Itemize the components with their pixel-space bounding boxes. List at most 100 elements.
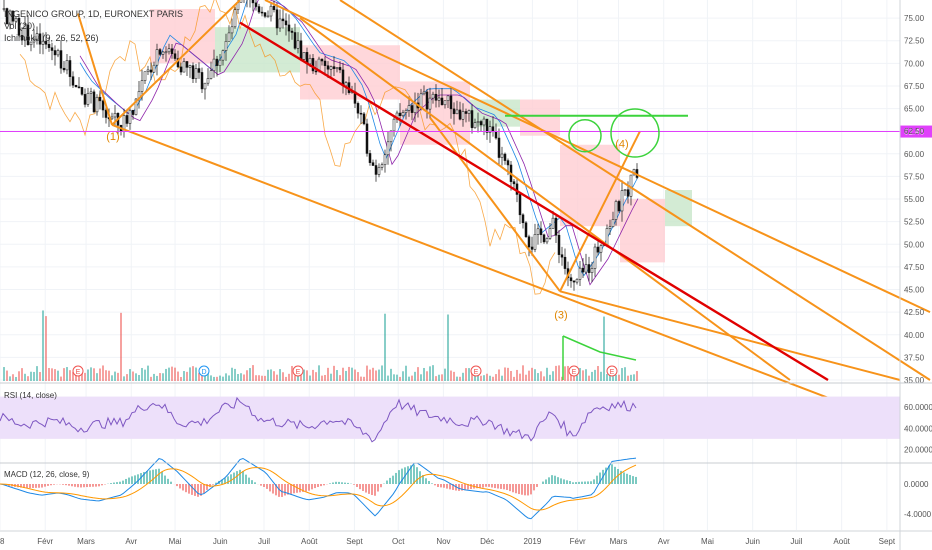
macd-histogram-bar: [557, 477, 559, 484]
candle-body: [338, 67, 342, 71]
candle-body: [326, 65, 330, 70]
macd-histogram-bar: [176, 484, 178, 487]
candle-body: [410, 105, 414, 113]
macd-histogram-bar: [353, 484, 355, 485]
macd-histogram-bar: [545, 479, 547, 484]
macd-histogram-bar: [305, 484, 307, 492]
volume-bar: [174, 367, 176, 381]
volume-bar: [525, 374, 527, 381]
volume-bar: [315, 372, 317, 381]
candle-body: [50, 47, 54, 51]
trend-lines: 62.46: [0, 0, 932, 427]
volume-bar: [333, 365, 335, 381]
macd-histogram-bar: [434, 484, 436, 486]
macd-histogram-bar: [344, 482, 346, 484]
candle-body: [182, 61, 186, 73]
macd-histogram-bar: [143, 472, 145, 484]
candle-body: [440, 97, 444, 106]
macd-histogram-bar: [347, 482, 349, 484]
macd-histogram-bar: [464, 484, 466, 491]
macd-histogram-bar: [572, 482, 574, 484]
volume-bar: [603, 316, 605, 381]
volume-bar: [486, 373, 488, 381]
macd-histogram-bar: [29, 484, 31, 489]
volume-bar: [612, 376, 614, 381]
macd-histogram-bar: [179, 484, 181, 489]
candle-body: [209, 70, 213, 79]
macd-histogram-bar: [428, 481, 430, 484]
candle-body: [191, 65, 195, 80]
candle-body: [281, 18, 285, 22]
price-tick-label: 55.00: [904, 195, 925, 204]
macd-histogram-bar: [527, 484, 529, 496]
macd-histogram-bar: [275, 484, 277, 496]
macd-histogram-bar: [584, 481, 586, 484]
candle-body: [239, 0, 243, 3]
time-tick-label: 18: [0, 537, 5, 546]
event-marker: [470, 365, 482, 377]
candle-body: [386, 141, 390, 156]
volume-bar: [237, 374, 239, 381]
macd-histogram-bar: [377, 484, 379, 492]
volume-bar: [69, 370, 71, 381]
time-tick-label: Avr: [125, 537, 137, 546]
macd-histogram-bar: [392, 475, 394, 484]
macd-histogram-bar: [608, 465, 610, 484]
macd-histogram-bar: [167, 478, 169, 484]
candle-body: [467, 110, 471, 114]
candle-body: [392, 118, 396, 132]
volume-bar: [537, 373, 539, 381]
volume-bar: [432, 365, 434, 381]
volume-bar: [138, 374, 140, 381]
candle-body: [269, 5, 273, 17]
macd-histogram-bar: [161, 471, 163, 484]
orange-trend-line: [559, 290, 901, 381]
volume-bar: [288, 373, 290, 381]
red-trend-line: [239, 21, 829, 382]
volume-bar: [51, 368, 53, 381]
candle-body: [605, 228, 609, 246]
candle-body: [563, 256, 567, 269]
candle-body: [275, 9, 279, 29]
rsi-line: [0, 396, 637, 443]
volume-bar: [21, 368, 23, 381]
candle-body: [149, 69, 153, 73]
volume-bar: [267, 369, 269, 381]
cloud-segment: [560, 144, 620, 227]
volume-bar: [321, 375, 323, 381]
macd-histogram-bar: [446, 484, 448, 489]
volume-bar: [522, 365, 524, 381]
candle-body: [458, 109, 462, 120]
volume-bar: [78, 372, 80, 381]
volume-bar: [585, 369, 587, 381]
macd-histogram-bar: [68, 484, 70, 486]
event-marker-label: D: [201, 369, 206, 376]
candle-body: [575, 279, 579, 283]
candle-body: [47, 44, 51, 48]
event-marker-label: E: [572, 369, 577, 376]
volume-bar: [291, 365, 293, 381]
candle-body: [557, 234, 561, 255]
macd-histogram-bar: [47, 484, 49, 486]
macd-tick-label: -4.0000: [904, 510, 932, 519]
candle-body: [311, 58, 315, 72]
candle-body: [104, 109, 108, 118]
volume-bar: [543, 376, 545, 381]
candle-body: [257, 6, 261, 13]
price-tick-label: 70.00: [904, 59, 925, 68]
volume-bar: [117, 372, 119, 381]
macd-histogram-bar: [476, 484, 478, 489]
volume-bar: [480, 375, 482, 381]
candle-body: [320, 58, 324, 62]
volume-bar: [447, 314, 449, 381]
volume-bar: [555, 365, 557, 381]
macd-histogram-bar: [98, 484, 100, 487]
volume-bar: [129, 369, 131, 381]
volume-bar: [450, 370, 452, 381]
orange-trend-line: [559, 130, 641, 292]
candle-body: [425, 91, 429, 110]
macd-histogram-bar: [254, 482, 256, 484]
event-marker-label: E: [76, 369, 81, 376]
macd-histogram-bar: [617, 469, 619, 484]
